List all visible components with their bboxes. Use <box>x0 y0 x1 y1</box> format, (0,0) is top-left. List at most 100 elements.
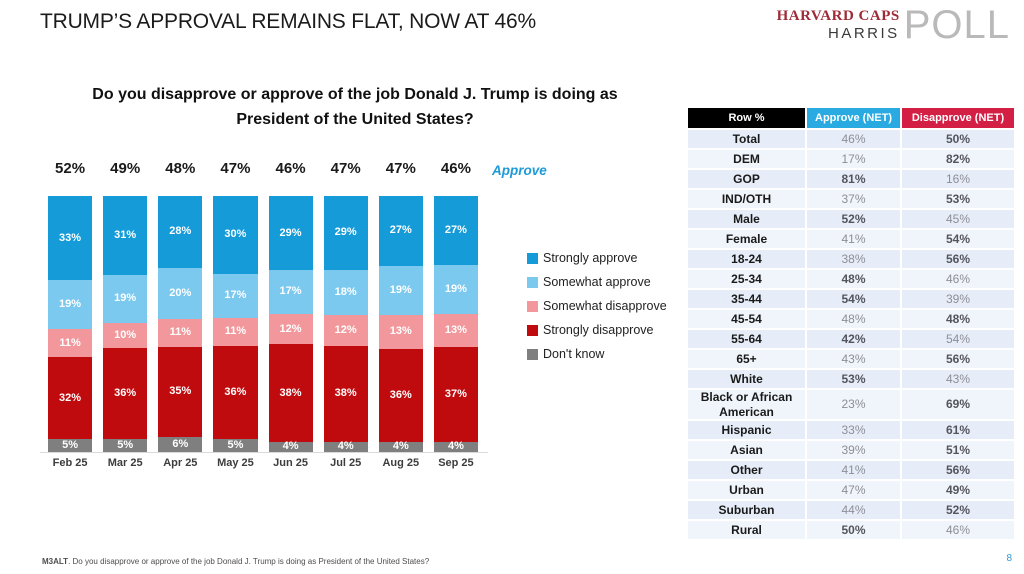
bar-segment-value: 36% <box>224 385 247 398</box>
bar-segment: 12% <box>323 315 368 346</box>
bar-segment: 11% <box>158 318 203 348</box>
legend-item: Strongly disapprove <box>527 323 667 337</box>
legend-swatch <box>527 252 538 264</box>
bar-segment: 11% <box>48 329 93 358</box>
row-label: Hispanic <box>688 421 805 439</box>
stacked-bar: 30% 17% 11% 36% 5% <box>213 196 258 452</box>
x-axis-label: Apr 25 <box>163 457 198 469</box>
bar-segment-value: 29% <box>334 226 357 239</box>
bar-segment-value: 38% <box>279 386 302 399</box>
bar-segment-value: 18% <box>334 285 357 298</box>
approve-net-cell: 23% <box>807 390 900 419</box>
approve-net-cell: 37% <box>807 190 900 208</box>
x-axis-label: Sep 25 <box>438 457 474 469</box>
table-row: Female 41% 54% <box>688 230 1014 248</box>
bar-segment: 11% <box>213 317 258 346</box>
x-axis-label: Aug 25 <box>382 457 420 469</box>
disapprove-net-cell: 56% <box>902 350 1014 368</box>
bar-segment: 29% <box>323 196 368 270</box>
stacked-bar-chart: 33% 19% 11% 32% 5% 31% 19% 10% 36% 5% 28% 20% 11% 35%… <box>48 196 478 452</box>
disapprove-net-cell: 69% <box>902 390 1014 419</box>
bar-segment: 36% <box>213 345 258 440</box>
bar-segment: 4% <box>433 441 478 452</box>
bar-segment-value: 32% <box>59 391 82 404</box>
legend-swatch <box>527 300 538 312</box>
row-label: 55-64 <box>688 330 805 348</box>
bar-segment-value: 19% <box>444 282 467 295</box>
row-label: 25-34 <box>688 270 805 288</box>
stacked-bar: 29% 17% 12% 38% 4% <box>268 196 313 452</box>
approve-net-value: 49% <box>110 160 141 177</box>
x-axis-label: Jul 25 <box>330 457 362 469</box>
approve-net-row: 52% 49% 48% 47% 46% 47% 47% 46% <box>48 160 478 177</box>
logo-poll: POLL <box>903 3 1010 47</box>
disapprove-net-cell: 52% <box>902 501 1014 519</box>
bar-segment: 33% <box>48 196 93 281</box>
legend-item: Somewhat approve <box>527 275 667 289</box>
approve-net-value: 47% <box>330 160 361 177</box>
bar-segment-value: 12% <box>334 323 357 336</box>
approve-net-cell: 33% <box>807 421 900 439</box>
harvard-harris-poll-logo: HARVARD CAPS HARRIS POLL <box>776 3 1010 47</box>
x-axis-label: Jun 25 <box>273 457 308 469</box>
disapprove-net-cell: 46% <box>902 270 1014 288</box>
row-label: DEM <box>688 150 805 168</box>
table-row: Urban 47% 49% <box>688 481 1014 499</box>
footnote: M3ALT. Do you disapprove or approve of t… <box>42 557 429 566</box>
legend-swatch <box>527 348 538 360</box>
row-label: 45-54 <box>688 310 805 328</box>
legend-label: Strongly approve <box>543 251 638 265</box>
question-code: M3ALT <box>42 557 69 566</box>
bar-segment: 36% <box>378 348 423 442</box>
bar-segment-value: 31% <box>114 228 137 241</box>
bar-segment: 19% <box>378 265 423 315</box>
legend-label: Don't know <box>543 347 605 361</box>
bar-segment-value: 27% <box>444 224 467 237</box>
bar-segment: 10% <box>103 322 148 349</box>
row-label: Asian <box>688 441 805 459</box>
table-row: 25-34 48% 46% <box>688 270 1014 288</box>
bar-segment: 13% <box>433 313 478 347</box>
bar-segment-value: 19% <box>389 283 412 296</box>
bar-segment-value: 36% <box>389 388 412 401</box>
page-title: TRUMP’S APPROVAL REMAINS FLAT, NOW AT 46… <box>40 10 536 33</box>
bar-segment-value: 33% <box>59 231 82 244</box>
logo-harris: HARRIS <box>828 25 900 42</box>
disapprove-net-cell: 56% <box>902 461 1014 479</box>
row-label: Rural <box>688 521 805 539</box>
bar-segment: 27% <box>378 196 423 266</box>
stacked-bar: 33% 19% 11% 32% 5% <box>48 196 93 452</box>
approve-net-cell: 48% <box>807 310 900 328</box>
bar-segment: 4% <box>268 441 313 452</box>
row-label: 65+ <box>688 350 805 368</box>
chart-baseline <box>40 452 488 453</box>
legend-item: Don't know <box>527 347 667 361</box>
stacked-bar: 27% 19% 13% 37% 4% <box>433 196 478 452</box>
table-row: Rural 50% 46% <box>688 521 1014 539</box>
table-row: GOP 81% 16% <box>688 170 1014 188</box>
bar-segment-value: 20% <box>169 286 192 299</box>
table-body: Total 46% 50% DEM 17% 82% GOP 81% 16% IND/OTH 37% 5… <box>688 130 1014 539</box>
bar-segment: 36% <box>103 348 148 440</box>
disapprove-net-cell: 48% <box>902 310 1014 328</box>
table-header-cell: Disapprove (NET) <box>902 108 1014 128</box>
disapprove-net-cell: 51% <box>902 441 1014 459</box>
logo-harvard-caps: HARVARD CAPS <box>776 8 900 24</box>
approve-net-value: 47% <box>220 160 251 177</box>
bar-segment-value: 12% <box>279 322 302 335</box>
bar-segment-value: 37% <box>444 387 467 400</box>
approve-net-cell: 50% <box>807 521 900 539</box>
approve-net-value: 52% <box>55 160 86 177</box>
row-label: Total <box>688 130 805 148</box>
disapprove-net-cell: 54% <box>902 230 1014 248</box>
legend-label: Strongly disapprove <box>543 323 654 337</box>
bar-segment: 31% <box>103 196 148 275</box>
stacked-bar: 27% 19% 13% 36% 4% <box>378 196 423 452</box>
approve-net-cell: 41% <box>807 461 900 479</box>
bar-segment-value: 35% <box>169 385 192 398</box>
bar-segment-value: 28% <box>169 225 192 238</box>
bar-segment: 17% <box>268 270 313 314</box>
table-row: DEM 17% 82% <box>688 150 1014 168</box>
approve-axis-label: Approve <box>492 163 547 178</box>
x-axis-label: Mar 25 <box>107 457 143 469</box>
